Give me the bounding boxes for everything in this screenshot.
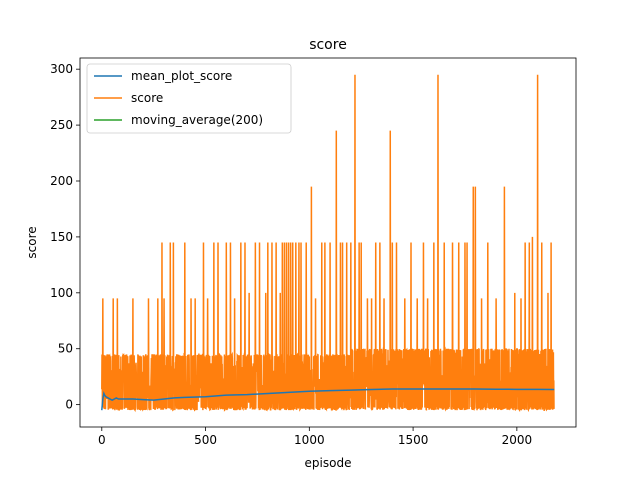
y-axis-label: score bbox=[25, 226, 39, 258]
y-tick-label: 150 bbox=[50, 230, 73, 244]
y-axis: 0 50 100 150 200 250 300 bbox=[50, 62, 80, 412]
legend-label-moving-average: moving_average(200) bbox=[131, 113, 263, 127]
legend-label-score: score bbox=[131, 91, 163, 105]
y-tick-label: 200 bbox=[50, 174, 73, 188]
x-tick-label: 500 bbox=[194, 433, 217, 447]
x-tick-label: 2000 bbox=[502, 433, 533, 447]
legend-frame bbox=[86, 63, 292, 134]
x-tick-label: 0 bbox=[98, 433, 106, 447]
y-tick-label: 0 bbox=[65, 398, 73, 412]
y-tick-label: 300 bbox=[50, 62, 73, 76]
y-tick-label: 250 bbox=[50, 118, 73, 132]
series-line-score bbox=[101, 74, 555, 413]
chart-title: score bbox=[309, 37, 347, 53]
y-tick-label: 50 bbox=[58, 342, 73, 356]
plot-area bbox=[79, 57, 577, 428]
legend-label-mean-plot-score: mean_plot_score bbox=[131, 69, 232, 83]
legend: mean_plot_score score moving_average(200… bbox=[86, 63, 292, 134]
x-axis: 0 500 1000 1500 2000 bbox=[98, 427, 532, 447]
plot-frame bbox=[79, 57, 577, 428]
x-axis-label: episode bbox=[305, 456, 352, 470]
x-tick-label: 1000 bbox=[294, 433, 325, 447]
x-tick-label: 1500 bbox=[398, 433, 429, 447]
y-tick-label: 100 bbox=[50, 286, 73, 300]
series-line-mean-plot-score bbox=[101, 388, 555, 411]
